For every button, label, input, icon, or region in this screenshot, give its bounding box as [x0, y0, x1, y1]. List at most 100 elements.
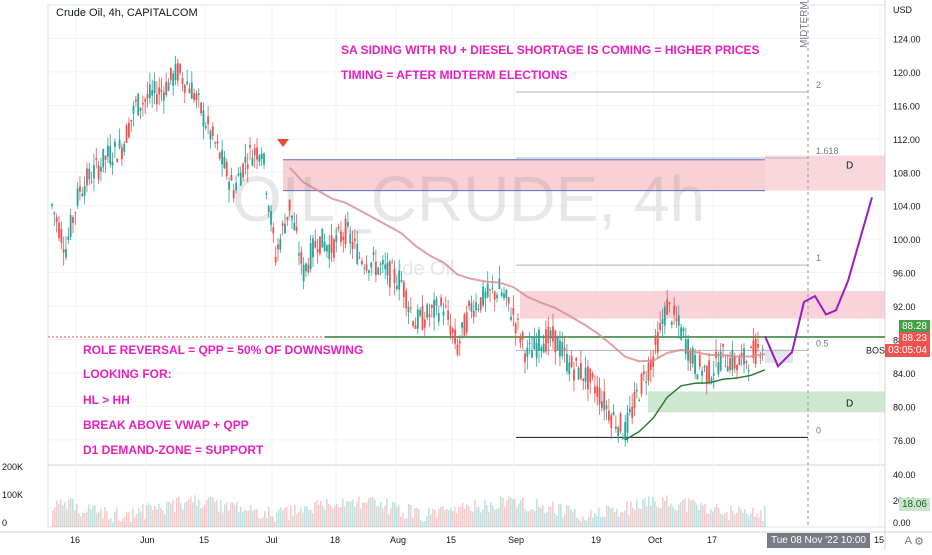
volume-bar	[650, 505, 652, 527]
volume-bar	[764, 505, 766, 527]
candle-body	[370, 262, 373, 268]
auto-scale-icon[interactable]: A	[904, 535, 912, 547]
candle-body	[414, 325, 417, 329]
candle-body	[134, 99, 137, 102]
volume-bar	[150, 505, 152, 527]
candle-body	[225, 161, 228, 177]
volume-bar	[438, 508, 440, 527]
volume-bar	[576, 517, 578, 527]
volume-bar	[486, 505, 488, 527]
candle-body	[309, 243, 312, 270]
candle-body	[570, 355, 573, 367]
volume-bar	[488, 512, 490, 527]
candle-body	[451, 328, 454, 334]
volume-bar	[400, 516, 402, 527]
fib-level-label: 1.618	[816, 146, 839, 156]
volume-bar	[530, 509, 532, 527]
volume-bar	[104, 507, 106, 527]
volume-bar	[144, 519, 146, 527]
candle-body	[489, 289, 491, 291]
candle-body	[344, 218, 347, 245]
candle-body	[689, 350, 692, 364]
volume-bar	[248, 510, 250, 527]
y-tick-label: 112.00	[893, 135, 920, 145]
settings-gear-icon[interactable]: ⚙	[914, 536, 924, 548]
crosshair-date-tag: Tue 08 Nov '22 10:00	[767, 533, 870, 548]
candle-body	[614, 426, 617, 429]
volume-bar	[134, 517, 136, 527]
volume-bar	[476, 507, 478, 527]
candle-body	[521, 332, 524, 340]
volume-bar	[420, 519, 422, 527]
candle-body	[402, 281, 405, 298]
volume-bar	[358, 496, 360, 527]
candle-body	[575, 357, 578, 361]
candle-body	[696, 374, 699, 380]
volume-bar	[232, 502, 234, 527]
candle-body	[442, 311, 445, 316]
volume-bar	[598, 507, 600, 527]
volume-bar	[68, 499, 70, 527]
volume-bar	[300, 507, 302, 527]
fib-level-label: 1	[816, 253, 821, 263]
candle-body	[549, 330, 552, 339]
candle-body	[710, 378, 713, 383]
candle-body	[663, 306, 666, 326]
candle-body	[337, 226, 340, 229]
volume-bar	[626, 501, 628, 527]
volume-bar	[310, 509, 312, 527]
candle-body	[97, 165, 100, 180]
candle-body	[104, 156, 107, 160]
y-tick-label: 76.00	[893, 436, 916, 446]
candle-body	[393, 269, 396, 283]
candle-body	[447, 310, 450, 320]
volume-bar	[714, 507, 716, 527]
candle-body	[388, 261, 391, 288]
volume-bar	[260, 519, 262, 527]
candle-body	[673, 305, 676, 315]
candle-body	[137, 93, 140, 116]
candle-body	[398, 270, 401, 290]
volume-bar	[382, 508, 384, 527]
break-above-annotation: BREAK ABOVE VWAP + QPP	[83, 418, 249, 432]
volume-bar	[754, 516, 756, 527]
candle-body	[158, 87, 161, 95]
volume-bar	[472, 511, 474, 527]
candle-body	[437, 313, 440, 322]
volume-bar	[198, 499, 200, 527]
candle-body	[60, 229, 63, 243]
volume-bar	[758, 517, 760, 527]
candle-body	[141, 102, 144, 105]
volume-bar	[138, 507, 140, 527]
zone-d-label-top: D	[846, 160, 853, 171]
volume-bars-group	[52, 495, 766, 527]
volume-bar	[496, 509, 498, 527]
volume-bar	[430, 514, 432, 527]
volume-bar	[262, 517, 264, 527]
candle-body	[556, 336, 559, 351]
volume-bar	[306, 506, 308, 527]
candle-body	[554, 330, 557, 353]
candle-body	[594, 386, 596, 394]
candle-body	[270, 211, 272, 225]
candle-body	[249, 144, 251, 148]
volume-bar	[434, 510, 436, 527]
candle-body	[374, 262, 377, 276]
candle-body	[181, 77, 184, 85]
candle-body	[596, 386, 599, 397]
volume-bar	[516, 507, 518, 527]
volume-bar	[274, 521, 276, 527]
candle-body	[260, 153, 263, 160]
volume-bar	[658, 507, 660, 527]
bos-label: BOS	[866, 346, 885, 356]
volume-bar	[390, 508, 392, 527]
volume-bar	[348, 501, 350, 527]
candle-body	[563, 348, 566, 350]
volume-bar	[436, 516, 438, 527]
volume-bar	[192, 502, 194, 527]
symbol-title[interactable]: Crude Oil, 4h, CAPITALCOM	[56, 7, 198, 19]
volume-bar	[592, 517, 594, 527]
volume-bar	[740, 508, 742, 527]
candle-body	[183, 84, 186, 93]
